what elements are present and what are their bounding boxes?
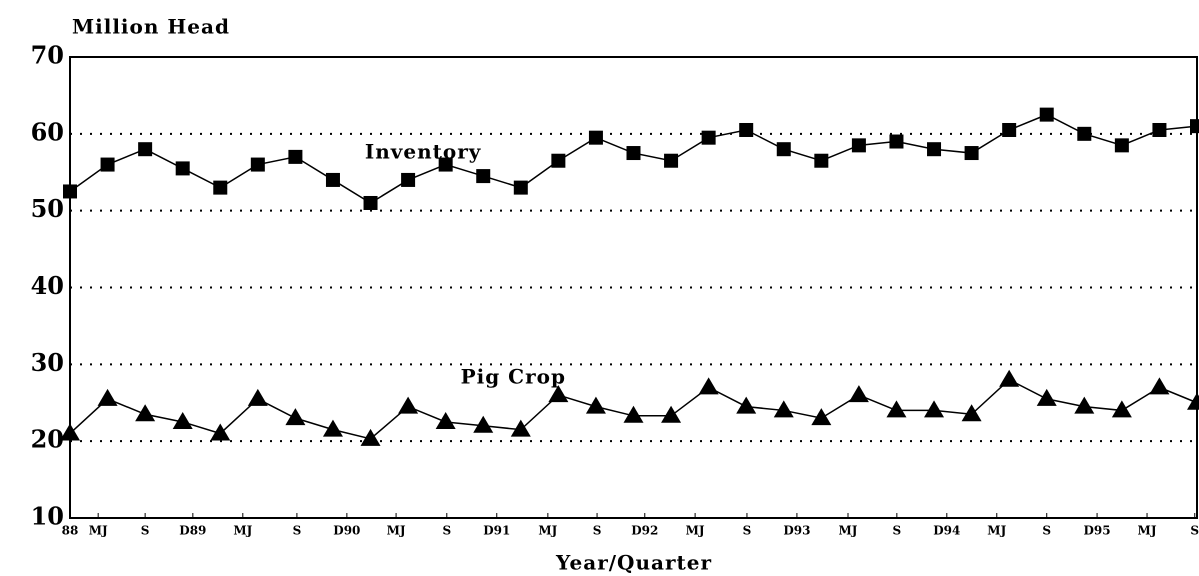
marker (1036, 388, 1057, 406)
marker (1074, 396, 1095, 414)
marker (851, 138, 866, 153)
marker (438, 157, 453, 172)
marker (172, 411, 193, 429)
marker (1187, 392, 1199, 410)
marker (1002, 122, 1017, 137)
marker (698, 377, 719, 395)
x-tick-label: MJ (387, 524, 406, 538)
marker (551, 153, 566, 168)
marker (97, 388, 118, 406)
x-tick-label: S (893, 524, 902, 538)
y-tick-label: 50 (31, 194, 64, 223)
x-tick-label: D92 (631, 524, 658, 538)
marker (476, 169, 491, 184)
marker (623, 405, 644, 423)
x-tick-label: D89 (179, 524, 206, 538)
marker (626, 146, 641, 161)
marker (288, 149, 303, 164)
marker (588, 130, 603, 145)
marker (401, 172, 416, 187)
marker (435, 411, 456, 429)
x-tick-label: S (442, 524, 451, 538)
annotation: Pig Crop (461, 365, 566, 389)
x-tick-label: MJ (89, 524, 108, 538)
marker (363, 195, 378, 210)
marker (886, 400, 907, 418)
marker (360, 428, 381, 446)
marker (664, 153, 679, 168)
y-axis-label: Million Head (72, 15, 230, 39)
y-tick-label: 40 (31, 271, 64, 300)
marker (585, 396, 606, 414)
marker (1190, 119, 1199, 134)
plot-frame (69, 56, 1198, 519)
marker (848, 385, 869, 403)
marker (250, 157, 265, 172)
marker (473, 415, 494, 433)
marker (701, 130, 716, 145)
x-tick-label: MJ (1138, 524, 1157, 538)
marker (1077, 126, 1092, 141)
marker (661, 405, 682, 423)
marker (1149, 377, 1170, 395)
marker (776, 142, 791, 157)
marker (736, 396, 757, 414)
y-tick-label: 10 (31, 502, 64, 531)
marker (1114, 138, 1129, 153)
marker (811, 408, 832, 426)
marker (210, 423, 231, 441)
marker (138, 142, 153, 157)
x-tick-label: S (1190, 524, 1199, 538)
x-tick-label: D93 (783, 524, 810, 538)
x-tick-label: MJ (839, 524, 858, 538)
marker (964, 146, 979, 161)
x-tick-label: 88 (62, 524, 79, 538)
x-tick-label: MJ (987, 524, 1006, 538)
x-tick-label: S (141, 524, 150, 538)
marker (398, 396, 419, 414)
x-tick-label: MJ (686, 524, 705, 538)
x-tick-label: S (593, 524, 602, 538)
marker (927, 142, 942, 157)
marker (213, 180, 228, 195)
marker (322, 419, 343, 437)
x-axis-label: Year/Quarter (555, 551, 712, 575)
x-tick-label: D91 (483, 524, 510, 538)
marker (325, 172, 340, 187)
marker (773, 400, 794, 418)
marker (135, 404, 156, 422)
y-tick-label: 60 (31, 117, 64, 146)
marker (961, 404, 982, 422)
x-tick-label: D95 (1084, 524, 1111, 538)
marker (1039, 107, 1054, 122)
marker (60, 423, 80, 441)
marker (889, 134, 904, 149)
annotation: Inventory (365, 140, 482, 164)
marker (739, 122, 754, 137)
marker (924, 400, 945, 418)
x-tick-label: MJ (538, 524, 557, 538)
marker (1111, 400, 1132, 418)
x-tick-label: D90 (333, 524, 360, 538)
marker (285, 408, 306, 426)
marker (510, 419, 531, 437)
y-tick-label: 20 (31, 425, 64, 454)
marker (814, 153, 829, 168)
marker (1152, 122, 1167, 137)
marker (63, 184, 77, 199)
x-tick-label: MJ (233, 524, 252, 538)
x-tick-label: D94 (933, 524, 960, 538)
marker (548, 385, 569, 403)
y-tick-label: 70 (31, 41, 64, 70)
x-tick-label: S (293, 524, 302, 538)
marker (513, 180, 528, 195)
marker (247, 388, 268, 406)
marker (100, 157, 115, 172)
marker (999, 369, 1020, 387)
x-tick-label: S (743, 524, 752, 538)
marker (175, 161, 190, 176)
x-tick-label: S (1042, 524, 1051, 538)
y-tick-label: 30 (31, 348, 64, 377)
